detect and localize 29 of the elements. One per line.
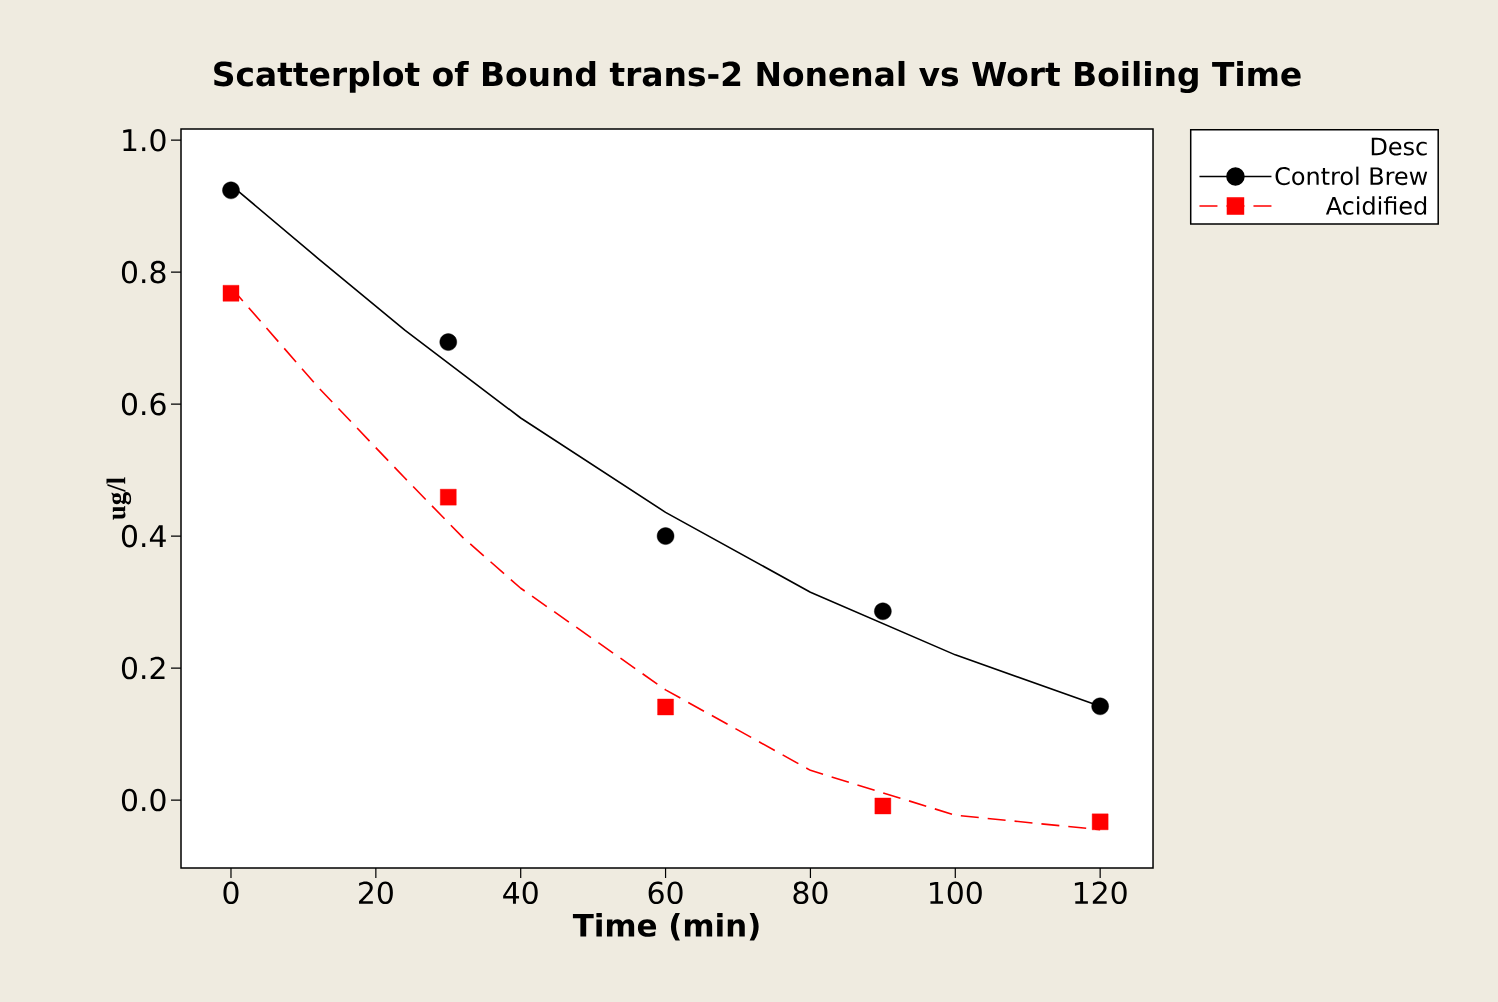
point xyxy=(1091,813,1109,831)
x-tick-label: 80 xyxy=(793,881,828,905)
chart-title: Scatterplot of Bound trans-2 Nonenal vs Wort Boiling Time xyxy=(214,60,1301,94)
y-tick-label: 0.6 xyxy=(121,392,166,416)
point xyxy=(657,698,674,716)
point xyxy=(874,602,892,621)
legend-label: Control Brew xyxy=(1275,166,1428,186)
x-tick-label: 0 xyxy=(223,881,239,905)
point xyxy=(222,285,240,302)
x-tick-label: 40 xyxy=(503,881,538,905)
y-axis-title: ug/l xyxy=(106,477,132,520)
legend-title: Desc xyxy=(1371,137,1427,156)
x-tick-label: 60 xyxy=(648,881,683,905)
legend-label: Acidified xyxy=(1325,196,1427,215)
y-tick-label: 0.4 xyxy=(121,524,166,548)
x-tick-label: 100 xyxy=(930,881,982,905)
x-tick-label: 20 xyxy=(359,881,393,905)
point xyxy=(222,181,240,200)
x-axis-title: Time (min) xyxy=(572,912,759,941)
y-tick-label: 0.0 xyxy=(121,788,166,812)
y-tick-label: 0.8 xyxy=(121,260,166,284)
point xyxy=(874,797,892,815)
y-tick-label: 1.0 xyxy=(123,128,166,152)
point xyxy=(656,527,675,545)
point xyxy=(440,488,457,506)
y-tick-label: 0.2 xyxy=(121,656,165,680)
point xyxy=(439,333,457,351)
point xyxy=(1091,697,1109,716)
x-tick-label: 120 xyxy=(1074,881,1127,905)
